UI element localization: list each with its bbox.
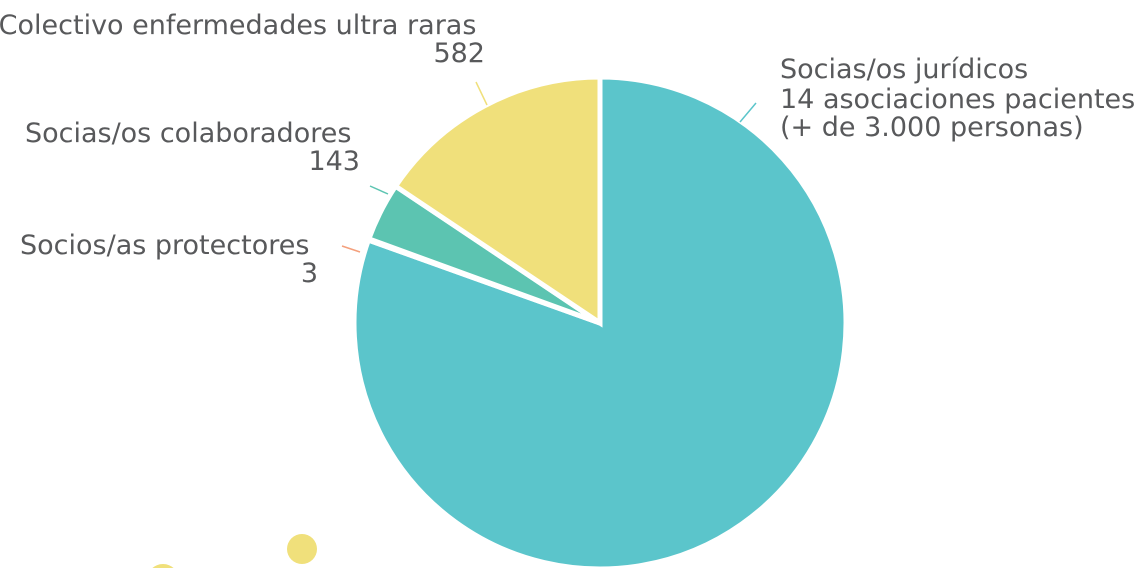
- slice-labels: Socias/os jurídicos 14 asociaciones paci…: [0, 10, 1140, 289]
- slice-ultra-raras-leader: [475, 81, 488, 106]
- leader-lines: [341, 81, 757, 253]
- decorative-dot: [152, 564, 174, 568]
- label-juridicos: Socias/os jurídicos 14 asociaciones paci…: [780, 54, 1140, 143]
- label-protectores: Socios/as protectores 3: [20, 230, 318, 289]
- slice-colaboradores-leader: [369, 185, 389, 195]
- slice-juridicos-leader: [739, 102, 757, 123]
- slice-protectores-leader: [341, 245, 361, 253]
- slice-ultra-raras: [392, 74, 603, 328]
- pie-slices: [351, 74, 849, 568]
- label-ultra-raras: Colectivo enfermedades ultra raras 582: [0, 10, 485, 69]
- label-colaboradores: Socias/os colaboradores 143: [25, 118, 360, 177]
- decorative-dot: [287, 534, 317, 564]
